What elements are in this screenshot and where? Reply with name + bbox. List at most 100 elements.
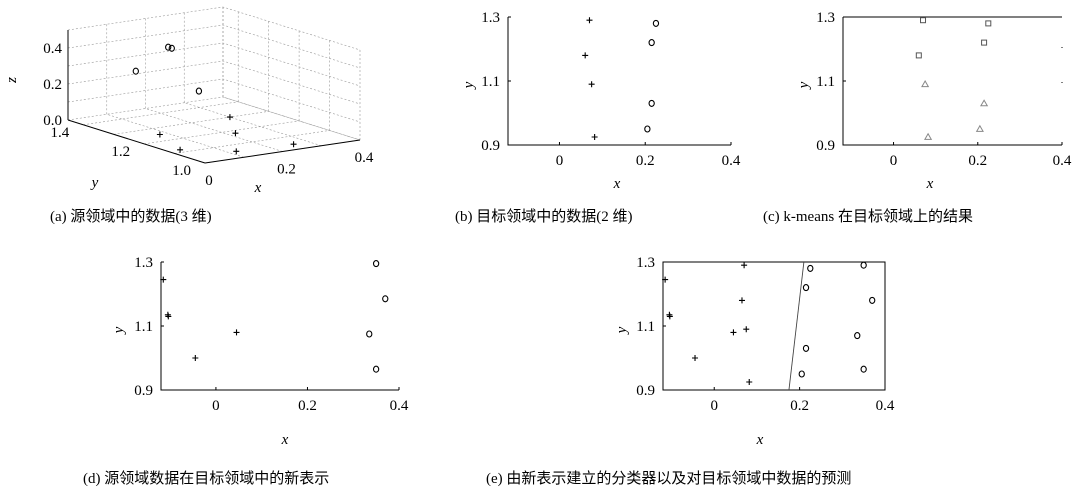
plus-marker [741, 262, 748, 269]
grid-line [67, 24, 361, 69]
y-tick-label: 0.9 [816, 138, 835, 154]
y-tick-label: 1.4 [50, 125, 69, 141]
z-axis-label: z [4, 77, 20, 84]
triangle-marker [980, 99, 989, 107]
x-axis-label: x [613, 176, 621, 192]
circle-marker [802, 284, 810, 292]
x-tick-label: 0.4 [722, 153, 741, 169]
plus-marker [738, 297, 745, 304]
y-tick-label: 1.3 [636, 255, 655, 271]
plus-marker [666, 313, 673, 320]
panel-e-scatter: 1.3 1.1 0.9 0 0.2 0.4 x y (e) 由新表示建立的分类器以及对目标领域中… [486, 255, 895, 487]
panel-caption: (c) k-means 在目标领域上的结果 [763, 208, 973, 225]
square-marker [985, 20, 992, 27]
panel-caption: (b) 目标领域中的数据(2 维) [455, 208, 632, 225]
grid-line [67, 78, 361, 123]
y-tick-label: 0.9 [134, 383, 153, 399]
circle-marker [168, 44, 175, 52]
plus-marker [160, 276, 167, 283]
triangle-marker [975, 124, 984, 132]
plus-marker [177, 146, 184, 153]
plus-marker [233, 148, 240, 155]
plot-frame [662, 261, 886, 391]
plus-marker [692, 355, 699, 361]
square-marker [981, 39, 988, 46]
x-tick-label: 0.4 [1053, 153, 1072, 169]
plus-marker [586, 17, 593, 24]
grid-line [67, 60, 361, 105]
plus-marker [290, 141, 297, 148]
plus-marker [232, 130, 239, 137]
x-tick-label: 0.4 [390, 398, 409, 414]
y-tick-label: 1.1 [816, 74, 835, 90]
z-tick-label: 0.0 [43, 113, 62, 129]
plus-marker [582, 52, 589, 59]
square-marker [915, 52, 922, 59]
circle-marker [165, 43, 172, 51]
y-tick-label: 0.9 [636, 383, 655, 399]
plus-marker [165, 313, 172, 320]
decision-boundary-line [788, 261, 805, 391]
circle-marker [195, 87, 203, 95]
z-tick-label: 0.2 [43, 77, 62, 93]
panel-c-scatter: 1.3 1.1 0.9 0 0.2 0.4 x y (c) k-means 在目标领域上的结果 [763, 10, 1072, 225]
circle-marker [854, 332, 861, 340]
panel-caption: (e) 由新表示建立的分类器以及对目标领域中数据的预测 [486, 470, 851, 487]
x-axis-label: x [756, 432, 764, 448]
grid-line [144, 120, 300, 145]
x-axis-label: x [254, 180, 262, 196]
y-tick-label: 1.0 [172, 163, 191, 179]
circle-marker [648, 99, 655, 107]
circle-marker [802, 344, 810, 352]
triangle-marker [924, 132, 933, 140]
x-tick-label: 0 [710, 398, 718, 414]
x-tick-label: 0 [890, 153, 898, 169]
z-tick-label: 0.4 [43, 41, 62, 57]
grid-line [145, 108, 283, 152]
grid-line [67, 42, 361, 87]
plus-marker [233, 329, 240, 336]
circle-marker [648, 39, 655, 47]
y-axis-label: y [111, 326, 127, 335]
plus-marker [591, 134, 598, 140]
y-tick-label: 1.3 [481, 10, 500, 26]
panel-a-3d-scatter: 0 0.2 0.4 1.0 1.2 1.40.0 0.2 0.4 x y z (a) 源领域中的数据(… [4, 6, 374, 225]
y-axis-line [67, 119, 206, 164]
circle-marker [372, 365, 380, 373]
x-tick-label: 0.2 [298, 398, 317, 414]
plus-marker [730, 329, 737, 336]
circle-marker [860, 261, 867, 269]
y-tick-label: 1.3 [134, 255, 153, 271]
plus-marker [156, 131, 163, 138]
x-axis-label: x [926, 176, 934, 192]
x-axis-line [204, 139, 361, 164]
circle-marker [869, 296, 876, 304]
circle-marker [132, 67, 139, 75]
y-axis-label: y [90, 175, 99, 191]
grid-line [67, 6, 361, 51]
panel-caption: (d) 源领域数据在目标领域中的新表示 [83, 470, 329, 487]
triangle-marker [921, 79, 930, 88]
plus-marker [226, 114, 233, 121]
y-tick-label: 0.9 [481, 138, 500, 154]
x-tick-label: 0.2 [968, 153, 987, 169]
x-tick-label: 0.2 [277, 162, 296, 178]
x-tick-label: 0.2 [790, 398, 809, 414]
x-tick-label: 0 [556, 153, 564, 169]
grid-line [113, 111, 269, 135]
plus-marker [588, 81, 595, 88]
plus-marker [192, 355, 199, 361]
plot-frame [160, 262, 399, 391]
circle-marker [798, 370, 805, 378]
panel-b-scatter: 1.3 1.1 0.9 0 0.2 0.4 x y (b) 目标领域中的数据(2 维) [455, 10, 741, 225]
circle-marker [644, 125, 651, 133]
circle-marker [652, 19, 660, 27]
y-axis-label: y [614, 326, 630, 335]
y-tick-label: 1.3 [816, 10, 835, 26]
y-tick-label: 1.1 [636, 319, 655, 335]
plot-frame [507, 17, 731, 146]
circle-marker [372, 260, 380, 268]
y-tick-label: 1.1 [481, 74, 500, 90]
x-tick-label: 0 [205, 173, 213, 189]
